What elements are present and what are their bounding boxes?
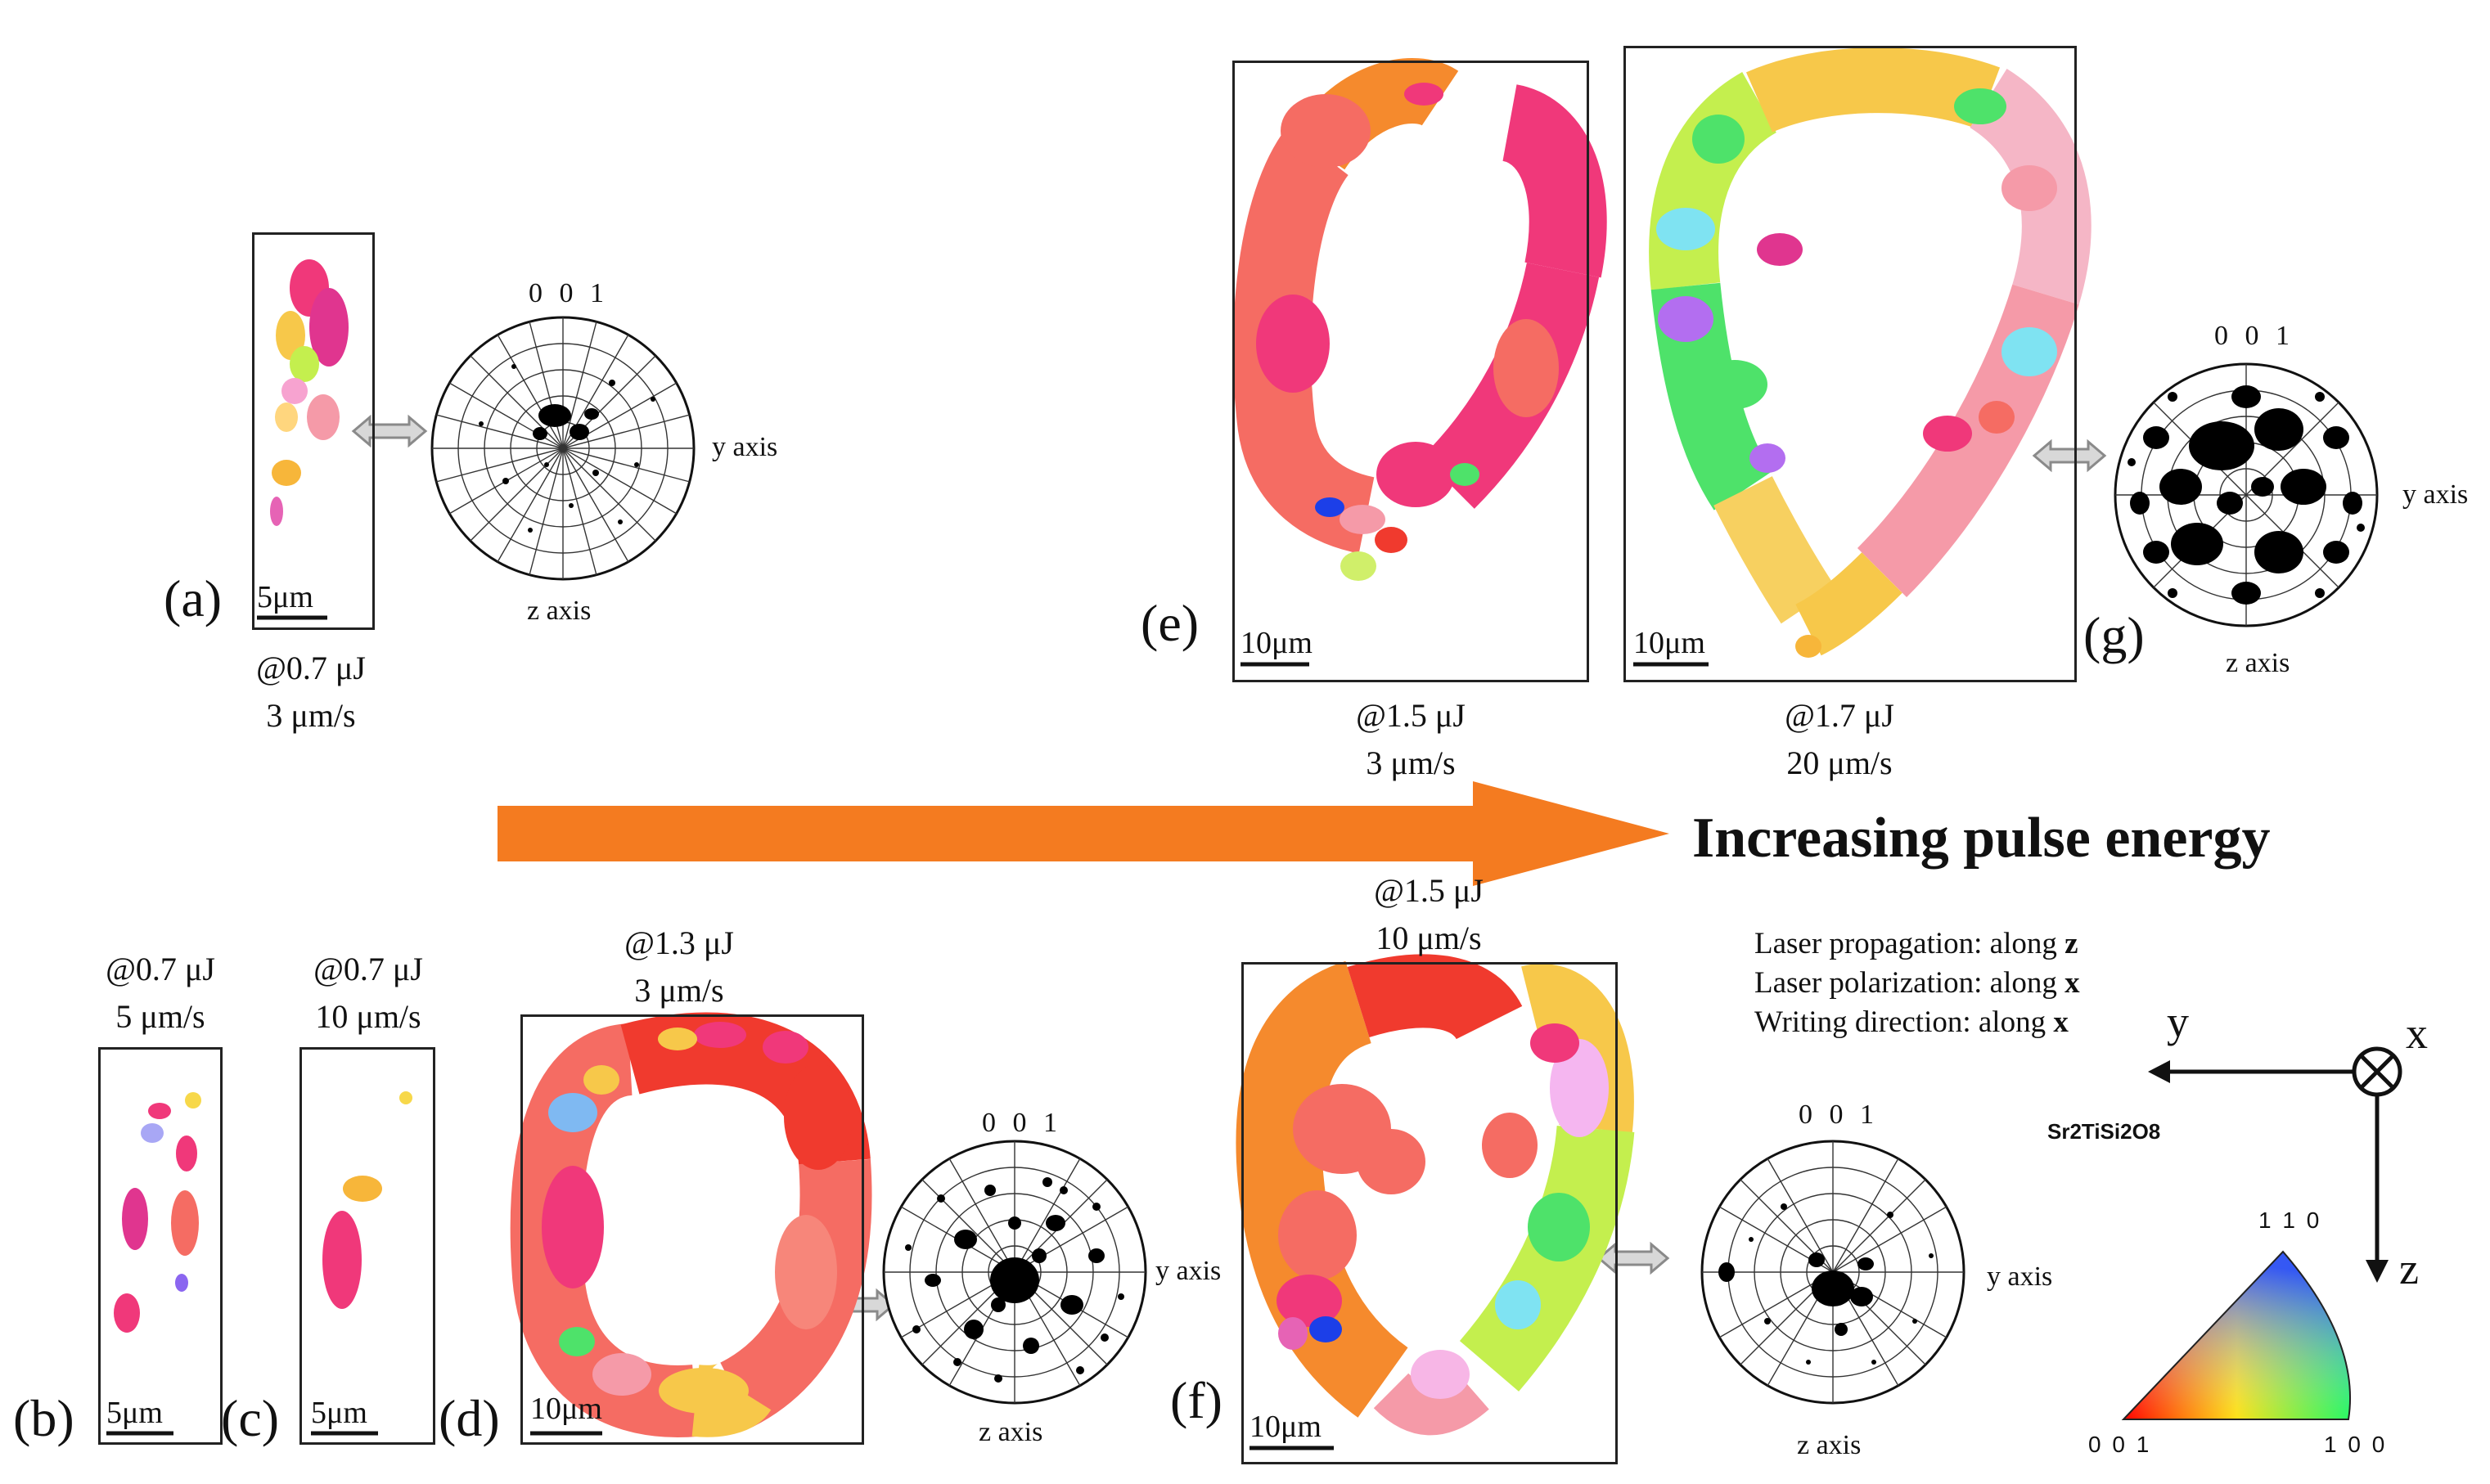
- info-polarization-text: Laser polarization: along: [1754, 966, 2065, 1000]
- pole-figure-d: [882, 1140, 1147, 1405]
- scale-text-c: 5μm: [311, 1396, 367, 1430]
- caption-f: @1.5 μJ 10 μm/s: [1339, 867, 1519, 962]
- panel-label-b: (b): [13, 1389, 74, 1447]
- info-propagation-text: Laser propagation: along: [1754, 927, 2065, 960]
- info-line-polarization: Laser polarization: along x: [1754, 964, 2080, 1003]
- info-line-writing: Writing direction: along x: [1754, 1003, 2080, 1042]
- map-b: [114, 1092, 201, 1333]
- caption-e: @1.5 μJ 3 μm/s: [1321, 692, 1501, 787]
- caption-d-energy: @1.3 μJ: [624, 924, 734, 961]
- scale-text-b: 5μm: [106, 1396, 163, 1430]
- pf-a-title: 0 0 1: [529, 278, 609, 308]
- caption-b: @0.7 μJ 5 μm/s: [70, 946, 250, 1041]
- panel-g-frame: [1623, 46, 2077, 682]
- caption-e-energy: @1.5 μJ: [1356, 697, 1466, 734]
- pf-g-y-axis: y axis: [2402, 479, 2469, 510]
- caption-c-speed: 10 μm/s: [315, 998, 421, 1035]
- info-line-propagation: Laser propagation: along z: [1754, 924, 2080, 964]
- scale-bars: [106, 615, 1709, 1450]
- info-writing-axis: x: [2053, 1005, 2069, 1039]
- ipf-color-key: [2121, 1250, 2352, 1420]
- pf-g-title: 0 0 1: [2214, 321, 2294, 351]
- scale-text-e: 10μm: [1240, 626, 1313, 660]
- ipf-corner-001: 0 0 1: [2088, 1432, 2152, 1457]
- pf-a-z-axis: z axis: [527, 596, 592, 626]
- coordinate-frame: [2148, 1046, 2402, 1283]
- info-writing-text: Writing direction: along: [1754, 1005, 2054, 1039]
- scale-text-g: 10μm: [1633, 626, 1705, 660]
- pf-g-z-axis: z axis: [2226, 648, 2290, 678]
- panel-label-c: (c): [221, 1389, 280, 1447]
- caption-g: @1.7 μJ 20 μm/s: [1749, 692, 1929, 787]
- map-g-grains: [1656, 88, 2057, 658]
- ipf-corner-110: 1 1 0: [2258, 1207, 2322, 1233]
- pf-f-title: 0 0 1: [1799, 1100, 1879, 1130]
- scale-text-d: 10μm: [530, 1392, 602, 1426]
- panel-a-frame: [252, 232, 375, 630]
- panel-d-frame: [520, 1014, 864, 1445]
- panel-c-frame: [299, 1047, 435, 1445]
- pf-f-y-axis: y axis: [1987, 1261, 2053, 1292]
- ipf-corner-100: 1 0 0: [2324, 1432, 2388, 1457]
- caption-g-energy: @1.7 μJ: [1785, 697, 1894, 734]
- panel-e-frame: [1232, 61, 1589, 682]
- pf-d-z-axis: z axis: [979, 1417, 1043, 1447]
- map-d-grains: [542, 1022, 853, 1414]
- pole-figure-a: [430, 316, 696, 581]
- caption-d-speed: 3 μm/s: [634, 972, 724, 1009]
- caption-f-energy: @1.5 μJ: [1374, 872, 1484, 909]
- caption-f-speed: 10 μm/s: [1376, 920, 1482, 956]
- increasing-energy-arrow: [498, 781, 1669, 886]
- caption-b-energy: @0.7 μJ: [106, 951, 215, 987]
- info-propagation-axis: z: [2064, 927, 2078, 960]
- caption-b-speed: 5 μm/s: [115, 998, 205, 1035]
- map-a: [270, 259, 349, 526]
- frame-z-label: z: [2399, 1244, 2419, 1293]
- scale-text-a: 5μm: [257, 580, 313, 614]
- pole-figure-g: [2114, 362, 2379, 627]
- pole-figure-f: [1700, 1140, 1965, 1405]
- caption-a-speed: 3 μm/s: [266, 697, 356, 734]
- caption-e-speed: 3 μm/s: [1366, 744, 1456, 781]
- caption-c-energy: @0.7 μJ: [313, 951, 423, 987]
- headline-increasing-energy: Increasing pulse energy: [1692, 807, 2271, 870]
- panel-label-a: (a): [164, 569, 223, 627]
- pf-d-title: 0 0 1: [982, 1108, 1062, 1138]
- info-polarization-axis: x: [2064, 966, 2080, 1000]
- map-c: [322, 1091, 412, 1309]
- caption-a-energy: @0.7 μJ: [256, 650, 366, 686]
- pf-a-y-axis: y axis: [712, 432, 778, 462]
- caption-a: @0.7 μJ 3 μm/s: [221, 645, 401, 740]
- panel-f-frame: [1241, 962, 1618, 1464]
- panel-label-e: (e): [1141, 594, 1200, 652]
- caption-c: @0.7 μJ 10 μm/s: [278, 946, 458, 1041]
- scale-text-f: 10μm: [1250, 1410, 1322, 1444]
- caption-d: @1.3 μJ 3 μm/s: [589, 920, 769, 1014]
- pf-f-z-axis: z axis: [1797, 1430, 1862, 1460]
- pf-d-y-axis: y axis: [1155, 1256, 1222, 1286]
- panel-label-d: (d): [439, 1389, 500, 1447]
- panel-label-f: (f): [1170, 1371, 1222, 1429]
- double-arrow-icon: [351, 414, 428, 448]
- panel-b-frame: [98, 1047, 223, 1445]
- frame-y-label: y: [2167, 997, 2189, 1046]
- double-arrow-icon: [2032, 438, 2107, 473]
- ipf-material: Sr2TiSi2O8: [2047, 1119, 2161, 1144]
- caption-g-speed: 20 μm/s: [1786, 744, 1893, 781]
- map-f-grains: [1277, 1023, 1609, 1399]
- panel-label-g: (g): [2083, 606, 2145, 664]
- map-e-grains: [1256, 83, 1559, 581]
- frame-x-label: x: [2406, 1009, 2428, 1058]
- laser-info: Laser propagation: along z Laser polariz…: [1754, 924, 2080, 1042]
